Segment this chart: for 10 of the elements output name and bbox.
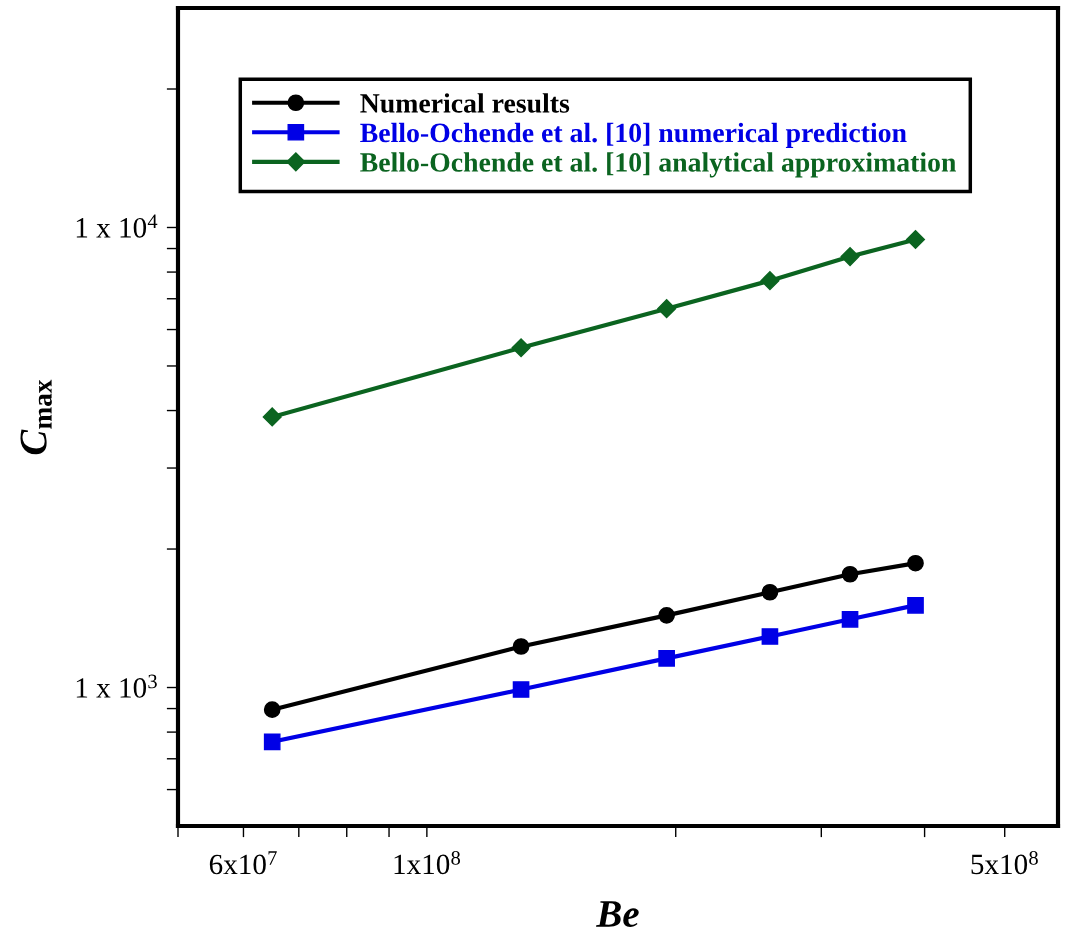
y-tick-label: 1 x 10$^{4}$ bbox=[76, 214, 158, 238]
y-axis-title: C$_{max}$ bbox=[20, 379, 52, 455]
legend-label: Bello-Ochende et al. [10] analytical approximation bbox=[360, 152, 957, 178]
y-tick-label: 1 x 10$^{3}$ bbox=[76, 674, 157, 698]
x-tick-label: 1x10$^{8}$ bbox=[394, 850, 461, 875]
legend-label: Bello-Ochende et al. [10] numerical prediction bbox=[360, 122, 907, 148]
x-tick-label: 5x10$^{8}$ bbox=[971, 850, 1038, 875]
legend-label: Numerical results bbox=[360, 93, 570, 113]
x-axis-title: Be bbox=[596, 901, 639, 928]
x-tick-label: 6x10$^{7}$ bbox=[209, 851, 277, 875]
